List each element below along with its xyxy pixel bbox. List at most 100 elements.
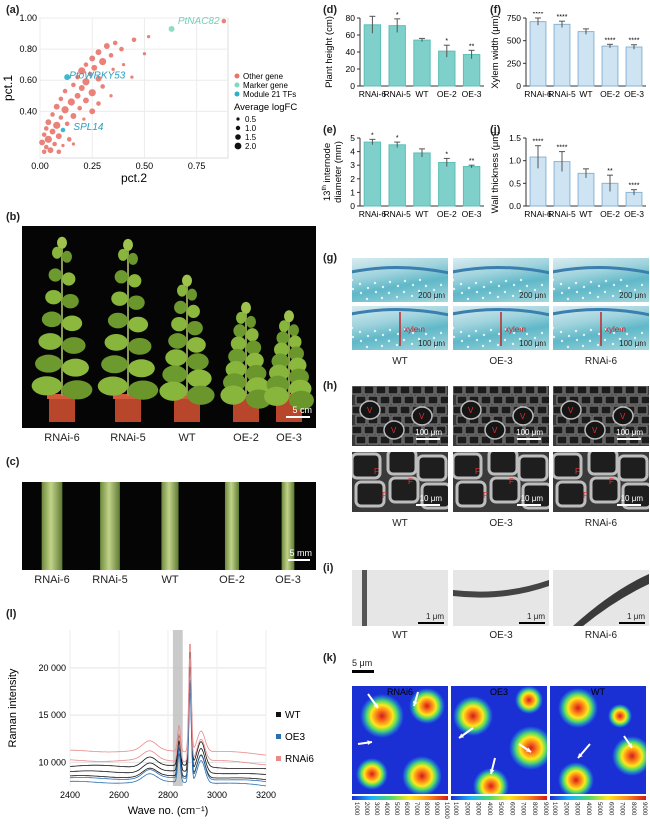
panel-h-fiber xyxy=(617,454,649,482)
panel-k-raman-map: OE3 xyxy=(451,686,547,794)
panel-a-legend-label: Marker gene xyxy=(243,81,288,90)
panel-g-vessel-dot xyxy=(574,281,578,285)
panel-h-sample-label: OE-3 xyxy=(489,518,513,529)
panel-g-micrograph: 200 μm xyxy=(453,258,549,302)
panel-h-cell xyxy=(480,435,492,445)
panel-h-vessel xyxy=(584,420,606,440)
panel-k-colorbar-tick: 4000 xyxy=(383,802,389,816)
panel-e-bar xyxy=(388,144,406,207)
panel-a-legend-marker xyxy=(234,82,240,88)
panel-g-vessel-dot xyxy=(604,279,608,283)
panel-g-sample-label: WT xyxy=(392,356,408,367)
panel-g-vessel-dot xyxy=(619,278,623,282)
panel-l-legend-marker xyxy=(276,712,281,717)
panel-h-fiber xyxy=(521,482,549,510)
panel-g-vessel-dot xyxy=(482,285,486,289)
panel-g-vessel-dot xyxy=(567,286,571,290)
panel-g-vessel-dot xyxy=(533,336,537,340)
panel-g-vessel-dot xyxy=(596,343,600,347)
panel-a-data-point xyxy=(64,74,71,81)
panel-g-vessel-dot xyxy=(612,283,616,287)
panel-f-category-label: RNAi-6 xyxy=(524,89,552,99)
panel-b-leaf xyxy=(168,333,187,349)
panel-g-vessel-dot xyxy=(567,334,571,338)
panel-b-leaf xyxy=(187,369,212,388)
panel-g-vessel-dot xyxy=(425,341,429,345)
panel-l-series-line xyxy=(69,658,267,766)
panel-g-vessel-dot xyxy=(626,293,630,297)
panel-d-bar xyxy=(413,39,431,87)
panel-h-cell xyxy=(636,386,648,395)
panel-h-fiber xyxy=(517,454,549,482)
panel-k-arrowhead xyxy=(367,740,372,745)
panel-g-vessel-dot xyxy=(439,283,443,287)
panel-a-size-legend-label: 1.0 xyxy=(245,124,257,133)
panel-h-fiber-label: F xyxy=(483,491,488,500)
panel-l-xtick-label: 2600 xyxy=(109,790,129,800)
panel-l-legend-marker xyxy=(276,734,281,739)
panel-h-cell xyxy=(403,435,415,445)
panel-g-vessel-dot xyxy=(612,331,616,335)
panel-g-vessel-dot xyxy=(388,280,392,284)
panel-h-vessel-label: V xyxy=(492,426,498,435)
panel-g-vessel-dot xyxy=(633,336,637,340)
panel-g-vessel-dot xyxy=(366,286,370,290)
panel-g-vessel-dot xyxy=(396,284,400,288)
panel-g-vessel-dot xyxy=(482,333,486,337)
panel-k-intensity-blob xyxy=(608,704,632,728)
panel-g-vessel-dot xyxy=(380,296,384,300)
panel-h-cell xyxy=(536,405,548,415)
panel-b-sample-label: WT xyxy=(178,432,196,444)
panel-g-vessel-dot xyxy=(511,294,515,298)
panel-h-cell xyxy=(488,386,500,395)
panel-b-leaf xyxy=(62,272,76,286)
panel-k-colorbar-tick: 8000 xyxy=(530,802,537,816)
panel-g-label: (g) xyxy=(323,252,338,264)
panel-d-ytick-label: 20 xyxy=(346,64,356,74)
panel-k-intensity-blob xyxy=(360,694,404,738)
panel-k-arrowhead xyxy=(627,743,632,748)
panel-k-intensity-blob xyxy=(356,758,388,790)
panel-f-ytick-label: 0 xyxy=(516,81,521,91)
panel-h-cell xyxy=(640,395,649,405)
panel-g-vessel-dot xyxy=(425,293,429,297)
panel-e-ytick-label: 0 xyxy=(350,201,355,211)
panel-e-significance-mark: * xyxy=(396,135,399,142)
panel-g-vessel-dot xyxy=(460,339,464,343)
panel-d-significance-mark: * xyxy=(445,38,448,45)
panel-g-vessel-dot xyxy=(417,289,421,293)
panel-g-vessel-dot xyxy=(475,338,479,342)
panel-b-apex xyxy=(182,274,192,287)
panel-c-sample-label: RNAi-6 xyxy=(34,574,70,586)
panel-k-intensity-blob xyxy=(558,762,594,794)
panel-g-vessel-dot xyxy=(403,279,407,283)
panel-k-intensity-blob xyxy=(453,696,493,736)
panel-d-category-label: RNAi-5 xyxy=(383,89,411,99)
panel-b-pot-rim xyxy=(172,394,202,399)
panel-g-xylem-label: xylem xyxy=(505,325,526,334)
panel-g-vessel-dot xyxy=(533,288,537,292)
panel-b-leaf xyxy=(246,352,264,369)
panel-h-vessel-label: V xyxy=(620,412,626,421)
panel-k-colorbar xyxy=(451,796,547,800)
panel-a-size-legend-marker xyxy=(235,125,241,131)
panel-g-vessel-dot xyxy=(588,339,592,343)
panel-h-cell xyxy=(355,395,367,405)
panel-c-sample-label: RNAi-5 xyxy=(92,574,128,586)
panel-h-cell xyxy=(524,425,536,435)
panel-h-cell xyxy=(427,435,439,445)
panel-f-category-label: RNAi-5 xyxy=(548,89,576,99)
panel-b-leaf xyxy=(62,337,86,354)
panel-g-vessel-dot xyxy=(582,333,586,337)
panel-h-cell xyxy=(500,405,512,415)
panel-h-cell xyxy=(628,395,640,405)
panel-k-colorbar-tick: 6000 xyxy=(607,802,614,816)
panel-h-cell xyxy=(524,386,536,395)
panel-i-sample-label: RNAi-6 xyxy=(584,630,618,641)
panel-h-vessel-label: V xyxy=(419,412,425,421)
panel-a-data-point xyxy=(71,82,76,88)
panel-g-vessel-dot xyxy=(496,295,500,299)
panel-k-colorbar-tick: 3000 xyxy=(573,802,580,816)
panel-h-vessel xyxy=(383,420,405,440)
panel-g-vessel-dot xyxy=(374,290,378,294)
